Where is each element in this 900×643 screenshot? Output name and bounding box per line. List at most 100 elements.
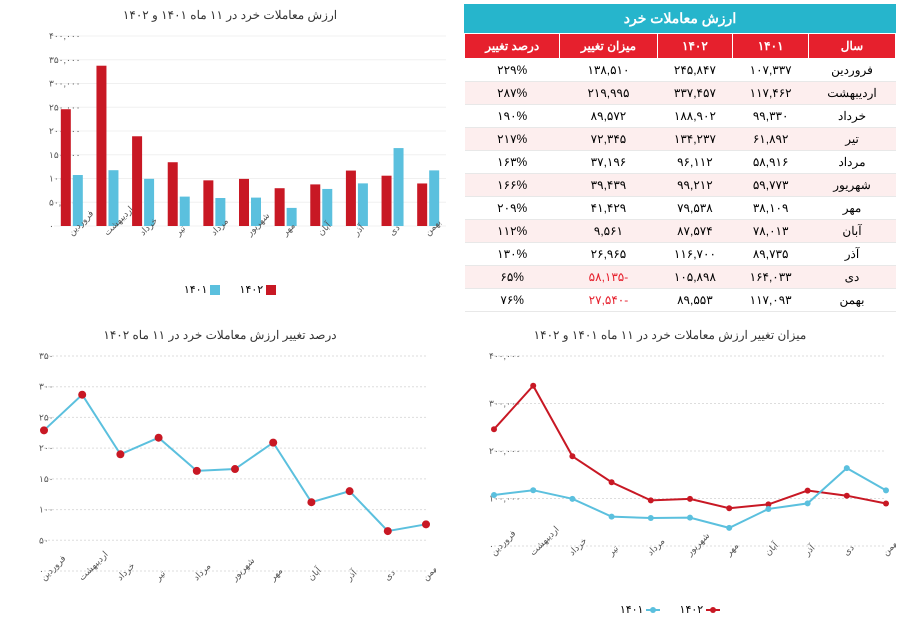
- table-cell: ۱۱۶,۷۰۰: [657, 243, 733, 266]
- table-cell: تیر: [809, 128, 896, 151]
- svg-text:دی: دی: [382, 568, 397, 583]
- svg-text:۳۵۰,۰۰۰: ۳۵۰,۰۰۰: [49, 55, 81, 65]
- table-cell: ۱۳۸,۵۱۰: [560, 59, 657, 82]
- svg-text:۵۰: ۵۰: [39, 535, 49, 545]
- svg-text:آبان: آبان: [762, 539, 780, 557]
- table-cell: ۱۳۴,۲۳۷: [657, 128, 733, 151]
- bar-chart: ۰۵۰,۰۰۰۱۰۰,۰۰۰۱۵۰,۰۰۰۲۰۰,۰۰۰۲۵۰,۰۰۰۳۰۰,۰…: [4, 26, 456, 276]
- table-cell: ۲۰۹%: [465, 197, 560, 220]
- table-row: تیر۶۱,۸۹۲۱۳۴,۲۳۷۷۲,۳۴۵۲۱۷%: [465, 128, 896, 151]
- svg-text:شهریور: شهریور: [229, 555, 257, 583]
- bar-chart-panel: ارزش معاملات خرد در ۱۱ ماه ۱۴۰۱ و ۱۴۰۲ ۰…: [0, 0, 460, 320]
- svg-text:۳۰۰: ۳۰۰: [39, 382, 54, 392]
- table-cell: بهمن: [809, 289, 896, 312]
- table-row: دی۱۶۴,۰۳۳۱۰۵,۸۹۸-۵۸,۱۳۵۶۵%: [465, 266, 896, 289]
- svg-text:۴۰۰,۰۰۰: ۴۰۰,۰۰۰: [49, 31, 81, 41]
- table-row: بهمن۱۱۷,۰۹۳۸۹,۵۵۳-۲۷,۵۴۰۷۶%: [465, 289, 896, 312]
- svg-text:آبان: آبان: [305, 564, 323, 582]
- table-row: اردیبهشت۱۱۷,۴۶۲۳۳۷,۴۵۷۲۱۹,۹۹۵۲۸۷%: [465, 82, 896, 105]
- svg-text:۳۵۰: ۳۵۰: [39, 351, 54, 361]
- table-cell: ۲۸۷%: [465, 82, 560, 105]
- table-cell: ۷۸,۰۱۳: [733, 220, 809, 243]
- svg-text:۱۵۰: ۱۵۰: [39, 474, 54, 484]
- table-cell: ۱۰۵,۸۹۸: [657, 266, 733, 289]
- table-cell: ۷۶%: [465, 289, 560, 312]
- table-cell: ۶۵%: [465, 266, 560, 289]
- table-cell: ۴۱,۴۲۹: [560, 197, 657, 220]
- table-cell: مهر: [809, 197, 896, 220]
- table-cell: خرداد: [809, 105, 896, 128]
- svg-text:آذر: آذر: [343, 567, 360, 584]
- svg-text:۳۰۰,۰۰۰: ۳۰۰,۰۰۰: [489, 399, 521, 409]
- svg-text:۲۰۰,۰۰۰: ۲۰۰,۰۰۰: [489, 446, 521, 456]
- table-cell: ۸۹,۵۵۳: [657, 289, 733, 312]
- table-cell: ۱۱۷,۰۹۳: [733, 289, 809, 312]
- bar-chart-title: ارزش معاملات خرد در ۱۱ ماه ۱۴۰۱ و ۱۴۰۲: [4, 4, 456, 26]
- line-legend-1402: ۱۴۰۲: [680, 604, 704, 616]
- table-cell: شهریور: [809, 174, 896, 197]
- th-1401: ۱۴۰۱: [733, 34, 809, 59]
- svg-text:مهر: مهر: [723, 540, 741, 558]
- th-pct: درصد تغییر: [465, 34, 560, 59]
- table-cell: ۷۹,۵۳۸: [657, 197, 733, 220]
- table-row: خرداد۹۹,۳۳۰۱۸۸,۹۰۲۸۹,۵۷۲۱۹۰%: [465, 105, 896, 128]
- retail-table: سال ۱۴۰۱ ۱۴۰۲ میزان تغییر درصد تغییر فرو…: [464, 33, 896, 312]
- table-cell: ۳۹,۴۳۹: [560, 174, 657, 197]
- table-cell: ۷۲,۳۴۵: [560, 128, 657, 151]
- pct-chart-title: درصد تغییر ارزش معاملات خرد در ۱۱ ماه ۱۴…: [4, 324, 436, 346]
- table-cell: ۹,۵۶۱: [560, 220, 657, 243]
- table-cell: ۱۶۴,۰۳۳: [733, 266, 809, 289]
- svg-text:آذر: آذر: [801, 542, 818, 559]
- svg-text:خرداد: خرداد: [567, 535, 590, 558]
- table-cell: ۹۹,۳۳۰: [733, 105, 809, 128]
- table-row: آذر۸۹,۷۳۵۱۱۶,۷۰۰۲۶,۹۶۵۱۳۰%: [465, 243, 896, 266]
- table-cell: ۹۹,۲۱۲: [657, 174, 733, 197]
- table-cell: ۲۴۵,۸۴۷: [657, 59, 733, 82]
- bar-legend: ۱۴۰۲ ۱۴۰۱: [4, 279, 456, 300]
- table-cell: آذر: [809, 243, 896, 266]
- line-chart: ۰۱۰۰,۰۰۰۲۰۰,۰۰۰۳۰۰,۰۰۰۴۰۰,۰۰۰فروردیناردی…: [444, 346, 896, 596]
- legend-1401: ۱۴۰۱: [184, 284, 208, 296]
- svg-text:بهمن: بهمن: [420, 562, 436, 583]
- table-cell: ۲۱۷%: [465, 128, 560, 151]
- svg-text:اردیبهشت: اردیبهشت: [77, 549, 111, 583]
- table-cell: مرداد: [809, 151, 896, 174]
- svg-text:شهریور: شهریور: [684, 530, 712, 558]
- table-row: فروردین۱۰۷,۳۳۷۲۴۵,۸۴۷۱۳۸,۵۱۰۲۲۹%: [465, 59, 896, 82]
- svg-text:مهر: مهر: [267, 565, 285, 583]
- svg-text:اردیبهشت: اردیبهشت: [528, 524, 562, 558]
- table-cell: -۵۸,۱۳۵: [560, 266, 657, 289]
- table-cell: ۱۱۲%: [465, 220, 560, 243]
- svg-text:مرداد: مرداد: [191, 561, 213, 583]
- table-cell: فروردین: [809, 59, 896, 82]
- svg-text:۲۵۰: ۲۵۰: [39, 412, 54, 422]
- table-cell: ۳۳۷,۴۵۷: [657, 82, 733, 105]
- table-row: آبان۷۸,۰۱۳۸۷,۵۷۴۹,۵۶۱۱۱۲%: [465, 220, 896, 243]
- table-cell: ۳۸,۱۰۹: [733, 197, 809, 220]
- table-cell: ۲۱۹,۹۹۵: [560, 82, 657, 105]
- table-cell: ۸۹,۵۷۲: [560, 105, 657, 128]
- line-legend: ۱۴۰۲ ۱۴۰۱: [444, 599, 896, 620]
- line-chart-title: میزان تغییر ارزش معاملات خرد در ۱۱ ماه ۱…: [444, 324, 896, 346]
- table-cell: ۱۶۶%: [465, 174, 560, 197]
- line-legend-1401: ۱۴۰۱: [620, 604, 644, 616]
- th-year: سال: [809, 34, 896, 59]
- th-1402: ۱۴۰۲: [657, 34, 733, 59]
- svg-text:بهمن: بهمن: [880, 537, 896, 558]
- table-cell: ۲۲۹%: [465, 59, 560, 82]
- svg-text:دی: دی: [841, 543, 856, 558]
- svg-text:تیر: تیر: [152, 568, 168, 584]
- table-cell: آبان: [809, 220, 896, 243]
- legend-1402: ۱۴۰۲: [240, 284, 264, 296]
- svg-text:۳۰۰,۰۰۰: ۳۰۰,۰۰۰: [49, 79, 81, 89]
- table-cell: ۵۹,۷۷۳: [733, 174, 809, 197]
- svg-text:۲۰۰: ۲۰۰: [39, 443, 54, 453]
- table-cell: ۱۱۷,۴۶۲: [733, 82, 809, 105]
- svg-text:۰: ۰: [49, 221, 54, 231]
- table-cell: ۵۸,۹۱۶: [733, 151, 809, 174]
- pct-chart: ۰۵۰۱۰۰۱۵۰۲۰۰۲۵۰۳۰۰۳۵۰فروردیناردیبهشتخردا…: [4, 346, 436, 626]
- table-cell: ۱۸۸,۹۰۲: [657, 105, 733, 128]
- table-cell: اردیبهشت: [809, 82, 896, 105]
- table-cell: ۸۹,۷۳۵: [733, 243, 809, 266]
- table-cell: ۹۶,۱۱۲: [657, 151, 733, 174]
